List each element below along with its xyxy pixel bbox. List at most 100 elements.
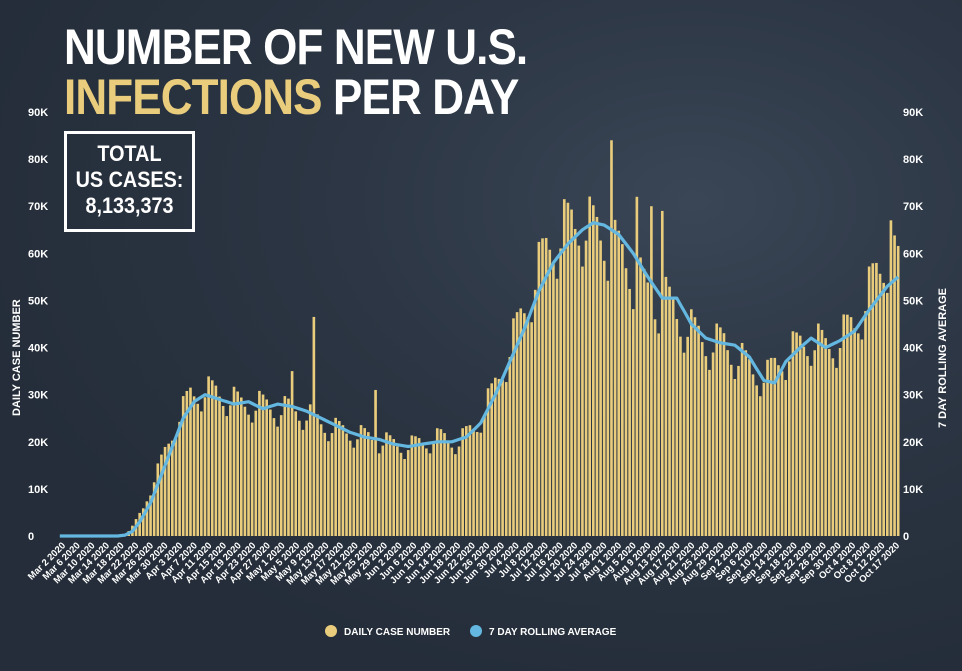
daily-case-bar <box>581 266 584 536</box>
daily-case-bar <box>657 333 660 536</box>
daily-case-bar <box>323 432 327 536</box>
daily-case-bar <box>425 448 428 536</box>
daily-case-bar <box>348 440 352 536</box>
daily-case-bar <box>171 440 174 536</box>
daily-case-bar <box>682 352 686 536</box>
daily-case-bar <box>831 358 835 536</box>
daily-case-bar <box>835 367 838 536</box>
daily-case-bar <box>737 365 740 536</box>
y-tick-right: 20K <box>903 437 923 449</box>
daily-case-bar <box>871 263 875 536</box>
daily-case-bar <box>780 371 784 536</box>
daily-case-bar <box>791 331 795 536</box>
total-label-line2: US CASES: <box>75 167 184 192</box>
legend-label-average: 7 DAY ROLLING AVERAGE <box>489 627 617 638</box>
y-tick-left: 30K <box>28 390 48 402</box>
daily-case-bar <box>519 308 523 536</box>
daily-case-bar <box>813 350 817 536</box>
y-tick-right: 0 <box>903 531 909 543</box>
daily-case-bar <box>319 424 323 536</box>
daily-case-bar <box>196 403 200 536</box>
daily-case-bar <box>501 379 504 536</box>
daily-case-bar <box>472 428 475 536</box>
daily-case-bar <box>559 248 562 536</box>
daily-case-bar <box>613 219 617 536</box>
daily-case-bar <box>893 235 896 536</box>
daily-case-bar <box>160 454 163 536</box>
daily-case-bar <box>896 245 900 537</box>
daily-case-bar <box>414 436 417 536</box>
total-value: 8,133,373 <box>85 193 174 218</box>
daily-case-bar <box>885 292 889 536</box>
daily-case-bar <box>784 380 787 536</box>
daily-case-bar <box>152 482 156 536</box>
daily-case-bar <box>497 379 501 536</box>
daily-case-bar <box>381 445 385 536</box>
daily-case-bar <box>337 421 341 536</box>
daily-case-bar <box>650 206 653 536</box>
daily-case-bar <box>279 415 283 536</box>
title-rest: PER DAY <box>333 69 519 125</box>
daily-case-bar <box>541 238 544 536</box>
daily-case-bar <box>243 406 247 536</box>
daily-case-bar <box>628 288 631 536</box>
daily-case-bar <box>388 435 392 536</box>
daily-case-bar <box>806 356 809 536</box>
y-tick-right: 50K <box>903 295 923 307</box>
daily-case-bar <box>461 428 464 536</box>
y-tick-left: 60K <box>28 248 48 260</box>
daily-case-bar <box>846 314 849 536</box>
daily-case-bar <box>221 405 225 536</box>
y-tick-right: 60K <box>903 248 923 260</box>
daily-case-bar <box>298 420 301 536</box>
daily-case-bar <box>247 414 250 536</box>
daily-case-bar <box>838 348 842 536</box>
y-tick-right: 80K <box>903 154 923 166</box>
daily-case-bar <box>290 371 294 536</box>
daily-case-bar <box>203 397 207 536</box>
daily-case-bar <box>562 199 566 536</box>
daily-case-bar <box>341 425 345 536</box>
daily-case-bar <box>748 359 751 536</box>
daily-case-bar <box>570 209 573 536</box>
daily-case-bar <box>377 453 381 536</box>
daily-case-bar <box>592 205 595 536</box>
daily-case-bar <box>439 429 443 536</box>
daily-case-bar <box>700 342 704 536</box>
daily-case-bar <box>494 377 497 536</box>
daily-case-bar <box>824 338 827 536</box>
legend-swatch-daily <box>325 625 337 637</box>
daily-case-bar <box>856 333 860 536</box>
daily-case-bar <box>512 318 515 536</box>
daily-case-bar <box>218 396 221 536</box>
daily-case-bar <box>363 428 366 536</box>
daily-case-bar <box>726 350 729 536</box>
daily-case-bar <box>744 350 748 536</box>
daily-case-bar <box>174 438 178 536</box>
daily-case-bar <box>334 417 337 536</box>
daily-case-bar <box>406 450 410 536</box>
y-tick-left: 90K <box>28 107 48 119</box>
daily-case-bar <box>842 314 846 536</box>
daily-case-bar <box>697 325 700 536</box>
daily-case-bar <box>294 411 298 536</box>
daily-case-bar <box>758 396 762 536</box>
total-cases-box: TOTAL US CASES: 8,133,373 <box>64 131 195 232</box>
daily-case-bar <box>610 140 613 536</box>
daily-case-bar <box>762 382 766 536</box>
daily-case-bar <box>595 216 599 536</box>
daily-case-bar <box>258 390 261 536</box>
daily-case-bar <box>552 264 555 536</box>
daily-case-bar <box>820 329 824 536</box>
daily-case-bar <box>272 418 276 536</box>
daily-case-bar <box>577 245 581 537</box>
daily-case-bar <box>283 396 287 536</box>
daily-case-bar <box>533 289 537 536</box>
daily-case-bar <box>573 228 577 537</box>
daily-case-bar <box>719 327 722 536</box>
daily-case-bar <box>878 273 882 536</box>
daily-case-bar <box>327 441 330 536</box>
daily-case-bar <box>766 359 769 536</box>
y-tick-left: 0 <box>28 531 34 543</box>
